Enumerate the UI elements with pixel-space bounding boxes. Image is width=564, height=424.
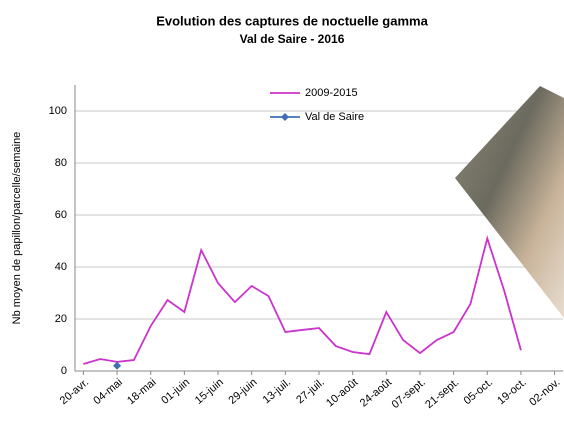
y-tick-label: 20 — [55, 313, 67, 325]
background — [0, 0, 564, 424]
y-tick-label: 40 — [55, 261, 67, 273]
legend-label: 2009-2015 — [305, 87, 358, 99]
y-tick-label: 60 — [55, 209, 67, 221]
y-tick-label: 100 — [49, 105, 67, 117]
y-tick-label: 0 — [61, 365, 67, 377]
legend-label: Val de Saire — [305, 111, 364, 123]
chart-subtitle: Val de Saire - 2016 — [240, 32, 345, 46]
chart: Evolution des captures de noctuelle gamm… — [0, 0, 564, 424]
y-tick-label: 80 — [55, 157, 67, 169]
y-axis-label: Nb moyen de papillon/parcelle/semaine — [11, 132, 23, 325]
chart-title: Evolution des captures de noctuelle gamm… — [156, 13, 428, 28]
